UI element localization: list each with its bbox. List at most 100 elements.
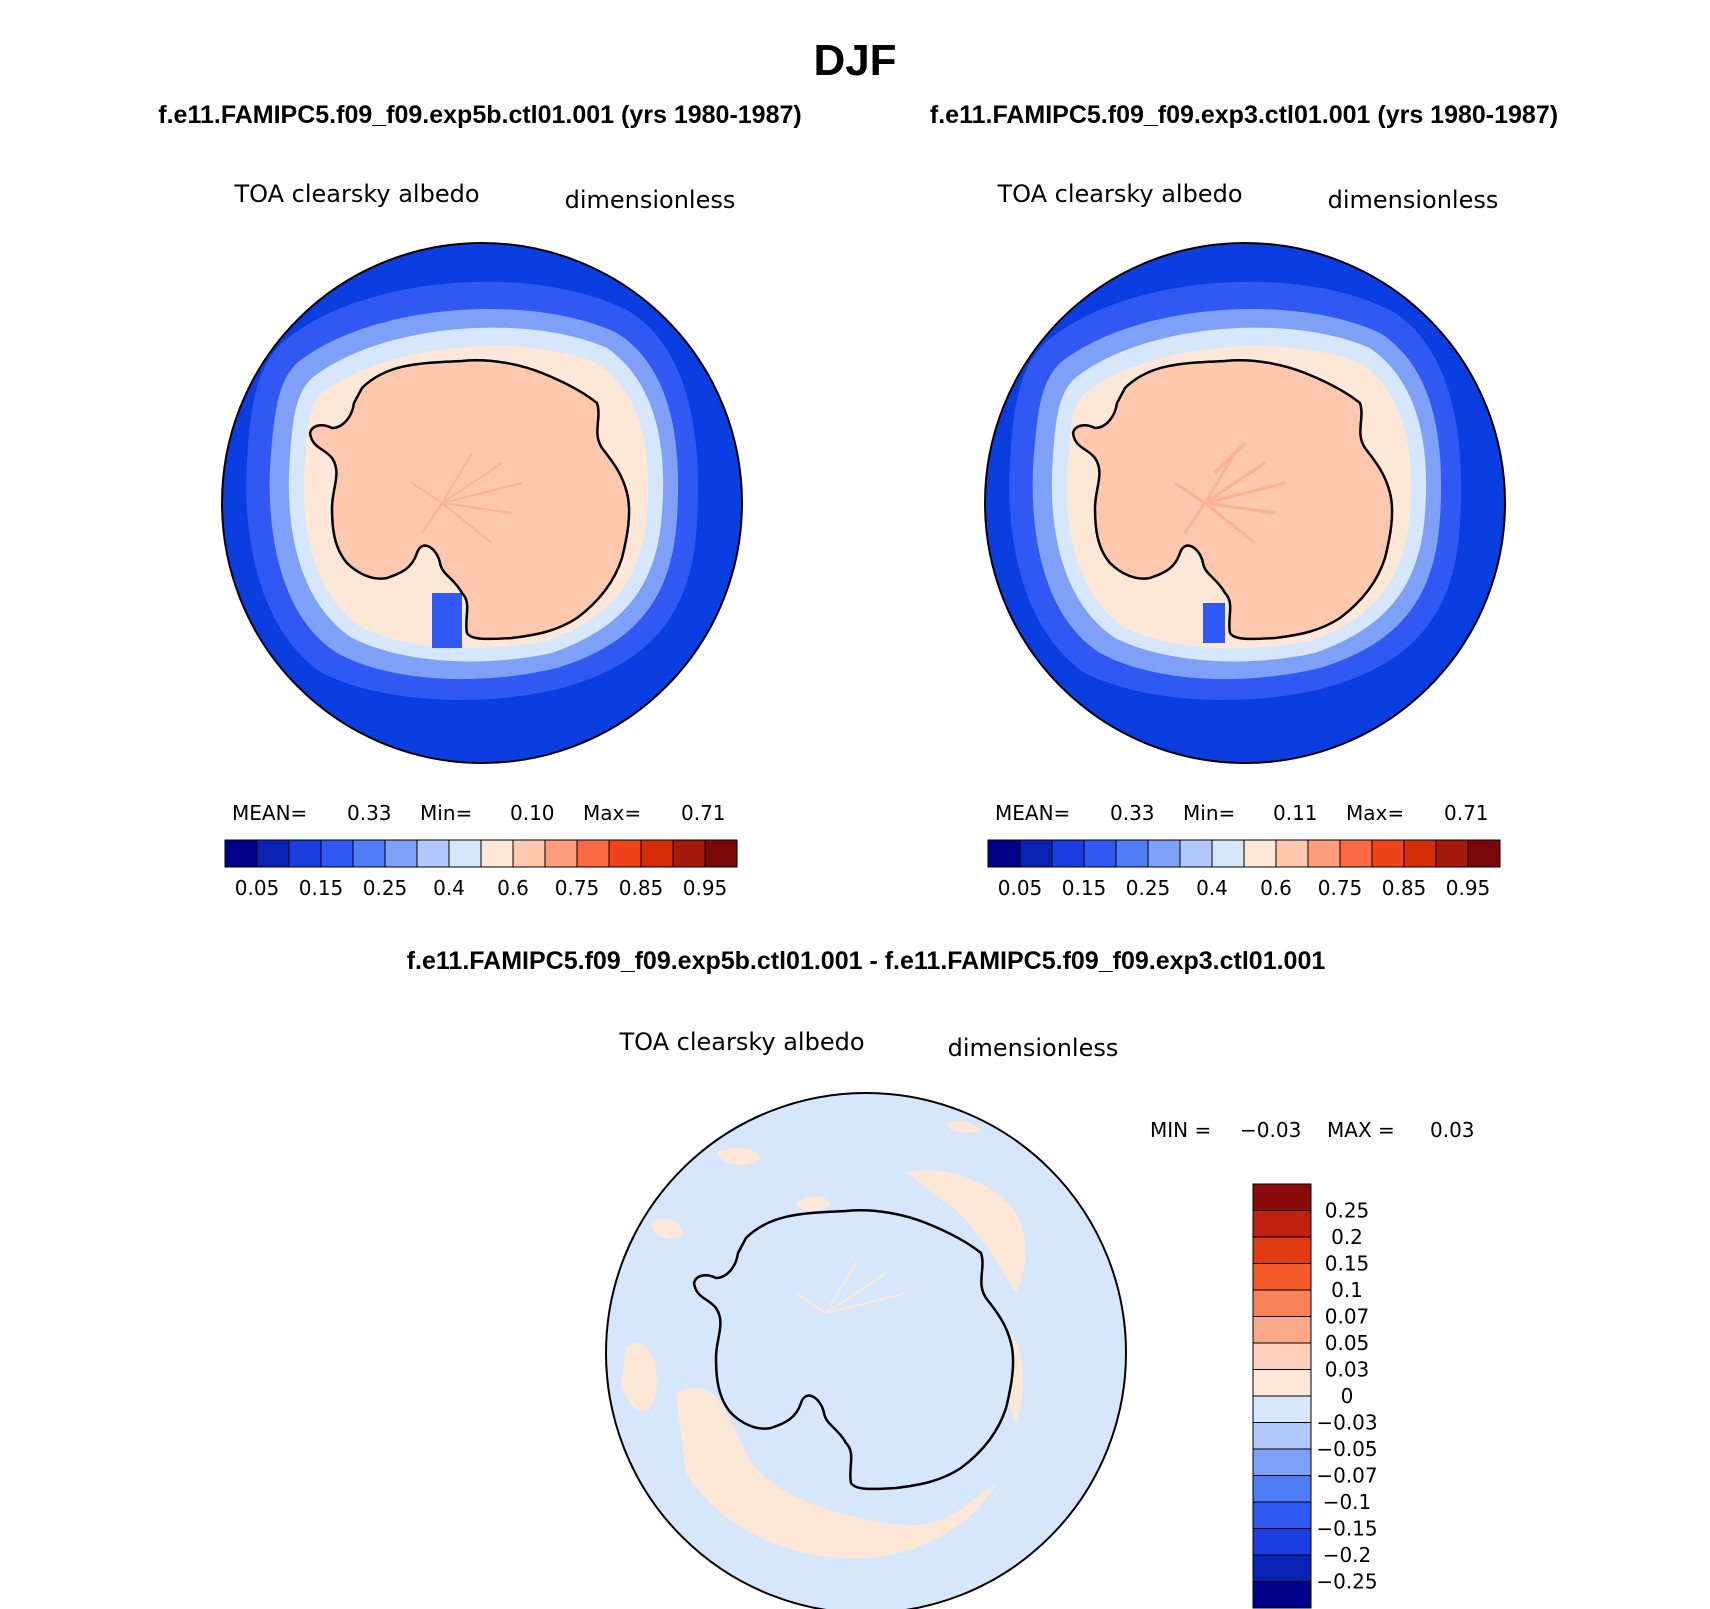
colorbar-swatch (1083, 839, 1117, 868)
colorbar-tick-label: 0.4 (433, 876, 465, 900)
colorbar-swatch (1019, 839, 1053, 868)
colorbar-swatch (352, 839, 386, 868)
figure-title: DJF (813, 36, 896, 85)
colorbar-tick-label: 0.95 (683, 876, 728, 900)
panel-diff-units: dimensionless (948, 1034, 1119, 1062)
ross-sea-gap (1203, 603, 1225, 643)
colorbar-tick-label: −0.05 (1316, 1437, 1377, 1461)
colorbar-swatch (1243, 839, 1277, 868)
colorbar-swatch (1051, 839, 1085, 868)
colorbar-swatch (672, 839, 706, 868)
max-label: Max= (583, 801, 641, 825)
colorbar-swatch (640, 839, 674, 868)
map-left (221, 242, 743, 764)
colorbar-swatch (1252, 1395, 1312, 1423)
colorbar-tick-label: −0.25 (1316, 1570, 1377, 1594)
colorbar-tick-label: 0.75 (1318, 876, 1363, 900)
colorbar-tick-label: 0.4 (1196, 876, 1228, 900)
colorbar-tick-label: 0 (1341, 1384, 1354, 1408)
panel-left: TOA clearsky albedo dimensionless MEAN= … (221, 180, 743, 900)
panel-left-subtitle: f.e11.FAMIPC5.f09_f09.exp5b.ctl01.001 (y… (158, 101, 801, 129)
colorbar-swatch (1252, 1342, 1312, 1370)
max-value: 0.71 (1444, 801, 1489, 825)
colorbar-swatch (1211, 839, 1245, 868)
colorbar-swatch (1252, 1210, 1312, 1238)
colorbar-tick-label: 0.25 (363, 876, 408, 900)
panel-diff-variable: TOA clearsky albedo (618, 1028, 864, 1056)
colorbar-swatch (1435, 839, 1469, 868)
colorbar-swatch (1371, 839, 1405, 868)
colorbar-swatch (288, 839, 322, 868)
colorbar-swatch (1252, 1263, 1312, 1291)
panel-left-units: dimensionless (565, 186, 736, 214)
colorbar-swatch (1252, 1528, 1312, 1556)
colorbar-tick-label: 0.85 (1382, 876, 1427, 900)
max-value: 0.03 (1430, 1118, 1475, 1142)
panel-diff: f.e11.FAMIPC5.f09_f09.exp5b.ctl01.001 - … (407, 947, 1475, 1609)
colorbar-swatch (1252, 1448, 1312, 1476)
mean-label: MEAN= (995, 801, 1070, 825)
colorbar-tick-label: 0.15 (1062, 876, 1107, 900)
colorbar-swatch (1252, 1501, 1312, 1529)
colorbar-swatch (1339, 839, 1373, 868)
min-label: Min= (420, 801, 472, 825)
colorbar-swatch (987, 839, 1021, 868)
mean-value: 0.33 (1110, 801, 1155, 825)
colorbar-tick-label: −0.03 (1316, 1411, 1377, 1435)
colorbar-tick-label: 0.03 (1325, 1358, 1370, 1382)
plateau-streaks (795, 1262, 907, 1314)
colorbar-swatch (1252, 1289, 1312, 1317)
colorbar-tick-label: 0.25 (1126, 876, 1171, 900)
colorbar-tick-label: 0.07 (1325, 1305, 1370, 1329)
colorbar-tick-label: −0.1 (1323, 1490, 1372, 1514)
colorbar-swatch (1275, 839, 1309, 868)
panel-right-subtitle: f.e11.FAMIPC5.f09_f09.exp3.ctl01.001 (yr… (930, 101, 1558, 129)
colorbar-tick-label: 0.15 (299, 876, 344, 900)
colorbar-tick-label: 0.05 (235, 876, 280, 900)
colorbar-swatch (1307, 839, 1341, 868)
colorbar-diff: 0.250.2 0.150.1 0.070.05 0.030 −0.03−0.05 −0.… (1252, 1183, 1378, 1609)
colorbar-right: 0.05 0.15 0.25 0.4 0.6 0.75 0.85 0.95 (987, 839, 1501, 900)
colorbar-swatch (1179, 839, 1213, 868)
colorbar-tick-label: 0.95 (1446, 876, 1491, 900)
min-value: 0.11 (1273, 801, 1318, 825)
ross-sea-gap (432, 593, 462, 648)
max-label: Max= (1346, 801, 1404, 825)
colorbar-tick-label: 0.2 (1331, 1225, 1363, 1249)
colorbar-tick-label: 0.1 (1331, 1278, 1363, 1302)
min-label: Min= (1183, 801, 1235, 825)
panel-right: TOA clearsky albedo dimensionless MEAN= … (984, 180, 1506, 900)
colorbar-left: 0.05 0.15 0.25 0.4 0.6 0.75 0.85 0.95 (224, 839, 738, 900)
colorbar-swatch (512, 839, 546, 868)
colorbar-swatch (384, 839, 418, 868)
positive-anomaly-patches (621, 1120, 1026, 1559)
stats-diff: MIN = −0.03 MAX = 0.03 (1150, 1118, 1475, 1142)
stats-left: MEAN= 0.33 Min= 0.10 Max= 0.71 (232, 801, 726, 825)
colorbar-swatch (1252, 1554, 1312, 1582)
colorbar-tick-label: 0.05 (998, 876, 1043, 900)
colorbar-tick-label: 0.05 (1325, 1331, 1370, 1355)
colorbar-tick-label: 0.25 (1325, 1199, 1370, 1223)
panel-left-variable: TOA clearsky albedo (233, 180, 479, 208)
colorbar-tick-label: 0.75 (555, 876, 600, 900)
map-right-frame (984, 242, 1506, 764)
colorbar-swatch (544, 839, 578, 868)
colorbar-swatch (480, 839, 514, 868)
colorbar-swatch (1252, 1316, 1312, 1344)
plateau-streaks (1174, 441, 1286, 545)
colorbar-swatch (1252, 1475, 1312, 1503)
mean-value: 0.33 (347, 801, 392, 825)
mean-label: MEAN= (232, 801, 307, 825)
colorbar-swatch (1252, 1422, 1312, 1450)
colorbar-tick-label: 0.6 (1260, 876, 1292, 900)
diff-title: f.e11.FAMIPC5.f09_f09.exp5b.ctl01.001 - … (407, 947, 1326, 975)
min-value: −0.03 (1240, 1118, 1301, 1142)
min-value: 0.10 (510, 801, 555, 825)
colorbar-swatch (576, 839, 610, 868)
colorbar-swatch (1252, 1369, 1312, 1397)
max-label: MAX = (1327, 1118, 1395, 1142)
stats-right: MEAN= 0.33 Min= 0.11 Max= 0.71 (995, 801, 1489, 825)
colorbar-tick-label: −0.07 (1316, 1464, 1377, 1488)
colorbar-swatch (704, 839, 738, 868)
